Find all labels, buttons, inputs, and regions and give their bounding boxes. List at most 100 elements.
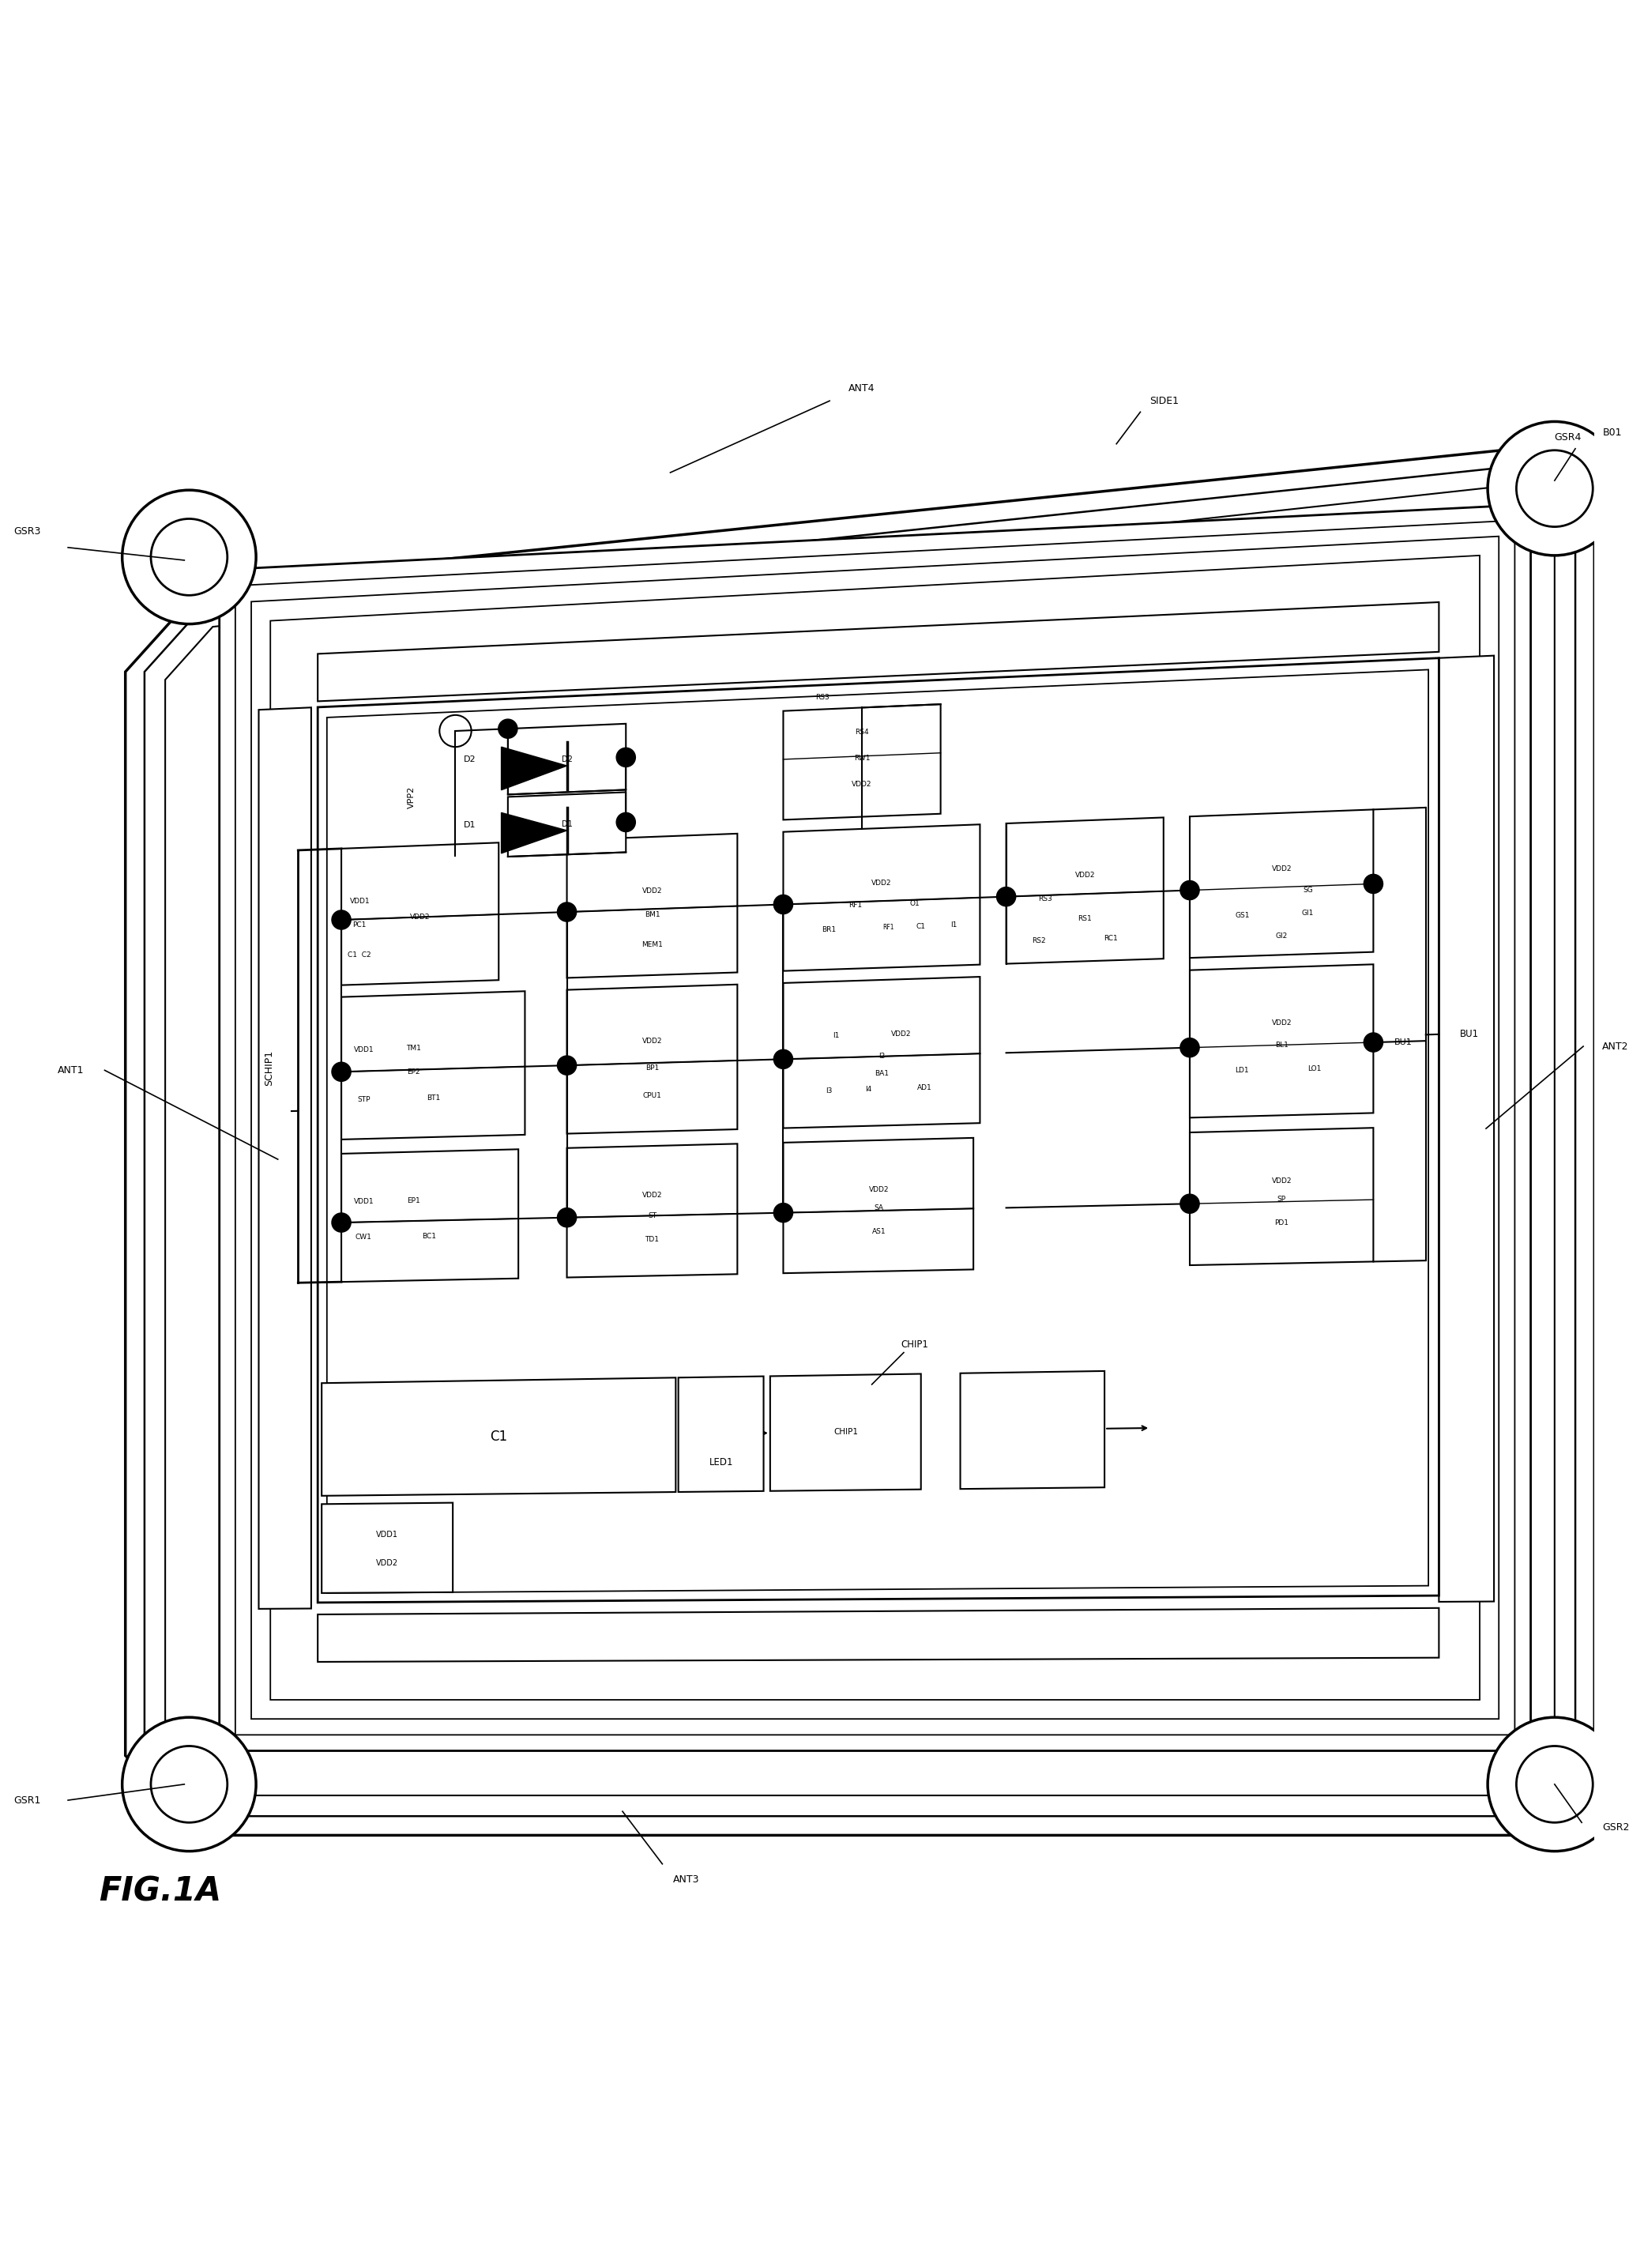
Circle shape bbox=[1179, 880, 1199, 900]
Text: SG: SG bbox=[1303, 887, 1313, 894]
Text: BA1: BA1 bbox=[875, 1070, 889, 1077]
Text: I1: I1 bbox=[832, 1032, 839, 1039]
Text: RF1: RF1 bbox=[883, 923, 894, 932]
Text: D1: D1 bbox=[463, 821, 476, 828]
Text: C1: C1 bbox=[490, 1429, 508, 1445]
Text: MEM1: MEM1 bbox=[642, 941, 663, 948]
Polygon shape bbox=[1189, 810, 1373, 957]
Polygon shape bbox=[502, 746, 567, 789]
Text: GS1: GS1 bbox=[1235, 912, 1249, 919]
Polygon shape bbox=[220, 503, 1531, 1751]
Text: BL1: BL1 bbox=[1276, 1041, 1289, 1048]
Text: GSR2: GSR2 bbox=[1603, 1821, 1629, 1833]
Text: RS2: RS2 bbox=[1033, 937, 1046, 943]
Polygon shape bbox=[502, 812, 567, 853]
Text: O1: O1 bbox=[909, 900, 919, 907]
Text: STP: STP bbox=[357, 1095, 370, 1102]
Polygon shape bbox=[342, 991, 525, 1139]
Text: ANT3: ANT3 bbox=[673, 1876, 699, 1885]
Text: AD1: AD1 bbox=[917, 1084, 932, 1091]
Text: FIG.1A: FIG.1A bbox=[99, 1873, 222, 1907]
Polygon shape bbox=[508, 723, 626, 794]
Circle shape bbox=[1487, 422, 1621, 556]
Circle shape bbox=[122, 1717, 256, 1851]
Text: VDD2: VDD2 bbox=[642, 887, 663, 894]
Polygon shape bbox=[771, 1374, 920, 1490]
Text: C1  C2: C1 C2 bbox=[349, 950, 371, 959]
Text: EP2: EP2 bbox=[407, 1068, 420, 1075]
Text: AS1: AS1 bbox=[872, 1227, 886, 1234]
Polygon shape bbox=[318, 658, 1438, 1603]
Circle shape bbox=[332, 1061, 350, 1082]
Text: D2: D2 bbox=[562, 755, 572, 764]
Circle shape bbox=[1363, 1032, 1383, 1052]
Text: BM1: BM1 bbox=[645, 912, 660, 919]
Text: BC1: BC1 bbox=[422, 1232, 437, 1241]
Circle shape bbox=[557, 1209, 577, 1227]
Text: BU1: BU1 bbox=[1460, 1030, 1479, 1039]
Text: GSR3: GSR3 bbox=[13, 526, 41, 538]
Circle shape bbox=[1487, 1717, 1621, 1851]
Text: CW1: CW1 bbox=[355, 1234, 371, 1241]
Text: RW1: RW1 bbox=[854, 755, 870, 762]
Text: VPP2: VPP2 bbox=[407, 787, 415, 807]
Text: VDD2: VDD2 bbox=[1075, 871, 1095, 880]
Polygon shape bbox=[784, 826, 981, 971]
Text: TD1: TD1 bbox=[645, 1236, 660, 1243]
Text: CPU1: CPU1 bbox=[643, 1091, 661, 1100]
Text: BT1: BT1 bbox=[427, 1093, 440, 1102]
Polygon shape bbox=[678, 1377, 764, 1492]
Text: D1: D1 bbox=[562, 821, 572, 828]
Circle shape bbox=[332, 1213, 350, 1232]
Text: I2: I2 bbox=[878, 1052, 885, 1059]
Text: LD1: LD1 bbox=[1235, 1068, 1249, 1075]
Text: GI1: GI1 bbox=[1302, 909, 1315, 916]
Polygon shape bbox=[959, 1372, 1104, 1490]
Text: LO1: LO1 bbox=[1308, 1066, 1321, 1073]
Circle shape bbox=[1179, 1195, 1199, 1213]
Text: RS4: RS4 bbox=[855, 728, 868, 735]
Text: VDD1: VDD1 bbox=[353, 1046, 373, 1052]
Text: I1: I1 bbox=[950, 921, 956, 930]
Circle shape bbox=[774, 1204, 793, 1222]
Polygon shape bbox=[342, 1150, 518, 1281]
Circle shape bbox=[332, 909, 350, 930]
Text: VDD2: VDD2 bbox=[1272, 1177, 1292, 1184]
Circle shape bbox=[122, 490, 256, 624]
Circle shape bbox=[774, 896, 793, 914]
Text: SCHIP1: SCHIP1 bbox=[264, 1050, 274, 1086]
Text: C1: C1 bbox=[915, 923, 925, 930]
Text: RS3: RS3 bbox=[816, 694, 829, 701]
Text: VDD2: VDD2 bbox=[1272, 864, 1292, 873]
Circle shape bbox=[774, 1050, 793, 1068]
Text: SIDE1: SIDE1 bbox=[1150, 395, 1179, 406]
Text: VDD1: VDD1 bbox=[353, 1198, 373, 1204]
Polygon shape bbox=[321, 1377, 676, 1497]
Text: VDD1: VDD1 bbox=[376, 1531, 399, 1538]
Polygon shape bbox=[567, 835, 738, 978]
Text: ANT2: ANT2 bbox=[1603, 1041, 1629, 1052]
Text: TM1: TM1 bbox=[406, 1046, 420, 1052]
Text: LED1: LED1 bbox=[710, 1456, 733, 1467]
Polygon shape bbox=[567, 1143, 738, 1277]
Text: GSR4: GSR4 bbox=[1554, 433, 1582, 442]
Polygon shape bbox=[318, 601, 1438, 701]
Text: GI2: GI2 bbox=[1276, 932, 1287, 939]
Polygon shape bbox=[508, 792, 626, 857]
Text: BR1: BR1 bbox=[823, 925, 836, 932]
Text: RC1: RC1 bbox=[1104, 934, 1117, 941]
Text: I3: I3 bbox=[826, 1086, 832, 1093]
Text: VDD2: VDD2 bbox=[868, 1186, 889, 1193]
Text: CHIP1: CHIP1 bbox=[901, 1340, 929, 1349]
Polygon shape bbox=[1189, 1127, 1373, 1266]
Text: VDD2: VDD2 bbox=[376, 1558, 399, 1567]
Text: PC1: PC1 bbox=[353, 921, 367, 928]
Text: RF1: RF1 bbox=[849, 903, 862, 909]
Polygon shape bbox=[567, 984, 738, 1134]
Text: ANT4: ANT4 bbox=[849, 383, 875, 392]
Text: VDD2: VDD2 bbox=[411, 914, 430, 921]
Text: VDD1: VDD1 bbox=[350, 898, 370, 905]
Circle shape bbox=[1179, 1039, 1199, 1057]
Polygon shape bbox=[1007, 816, 1163, 964]
Polygon shape bbox=[321, 1504, 453, 1592]
